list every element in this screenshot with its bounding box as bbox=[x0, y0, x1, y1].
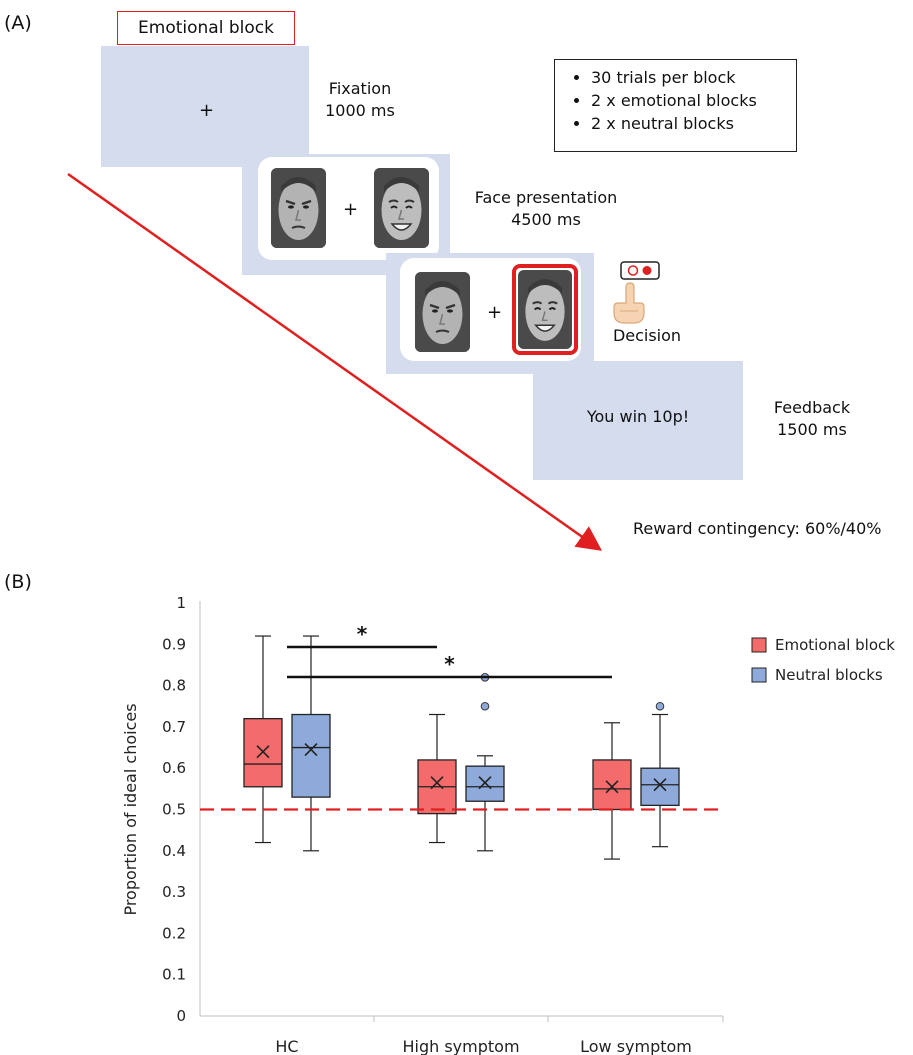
mean-marker bbox=[653, 778, 667, 792]
angry-face-image bbox=[415, 272, 470, 352]
legend-swatch bbox=[751, 667, 767, 683]
feedback-message: You win 10p! bbox=[586, 407, 690, 426]
mean-marker bbox=[430, 776, 444, 790]
happy-face-image bbox=[374, 168, 429, 248]
y-tick-label: 0.1 bbox=[162, 966, 186, 984]
fixation-duration: 1000 ms bbox=[325, 101, 395, 120]
face-presentation-duration: 4500 ms bbox=[511, 210, 581, 229]
y-tick-label: 0.7 bbox=[162, 718, 186, 736]
fixation-cross: + bbox=[199, 100, 215, 121]
face-presentation-label: Face presentation 4500 ms bbox=[456, 187, 636, 231]
y-tick-label: 0.2 bbox=[162, 924, 186, 942]
fixation-screen bbox=[101, 46, 309, 167]
y-tick-label: 0.4 bbox=[162, 842, 186, 860]
panel-a-label: (A) bbox=[4, 12, 32, 34]
y-tick-label: 0 bbox=[176, 1007, 186, 1025]
y-tick-label: 0.3 bbox=[162, 883, 186, 901]
legend-swatch bbox=[751, 637, 767, 653]
y-axis-label: Proportion of ideal choices bbox=[121, 703, 140, 915]
feedback-name: Feedback bbox=[773, 398, 851, 417]
boxplot-chart: 0 0.1 0.2 0.3 0.4 0.5 0.6 0.7 0.8 0.9 1 Proportion … bbox=[121, 594, 895, 1055]
box bbox=[592, 759, 632, 811]
x-tick-label: HC bbox=[275, 1037, 298, 1055]
x-tick-label: High symptom bbox=[402, 1037, 519, 1055]
legend-label: Neutral blocks bbox=[775, 666, 883, 684]
mean-marker bbox=[256, 745, 270, 759]
outlier-point bbox=[655, 701, 665, 711]
reward-contingency: Reward contingency: 60%/40% bbox=[633, 519, 882, 538]
feedback-duration: 1500 ms bbox=[777, 420, 847, 439]
x-tick-label: Low symptom bbox=[580, 1037, 692, 1055]
timeline-arrow bbox=[67, 172, 603, 551]
mean-marker bbox=[605, 780, 619, 794]
decision-cross: + bbox=[487, 302, 503, 323]
feedback-screen bbox=[533, 361, 743, 480]
y-tick-label: 1 bbox=[176, 594, 186, 612]
decision-label: Decision bbox=[612, 326, 682, 345]
significance-star: * bbox=[444, 652, 455, 676]
response-button-icon bbox=[620, 261, 660, 280]
block-label: Emotional block bbox=[117, 11, 295, 45]
box bbox=[291, 713, 331, 798]
feedback-label: Feedback 1500 ms bbox=[757, 397, 867, 441]
box bbox=[465, 765, 505, 802]
info-box: 30 trials per block 2 x emotional blocks… bbox=[554, 59, 797, 152]
mean-marker bbox=[304, 743, 318, 757]
angry-face-image bbox=[271, 168, 326, 248]
face-presentation-name: Face presentation bbox=[474, 188, 618, 207]
significance-star: * bbox=[357, 622, 368, 646]
info-item: 2 x emotional blocks bbox=[591, 89, 784, 112]
y-tick-label: 0.8 bbox=[162, 677, 186, 695]
happy-face-image bbox=[518, 270, 572, 349]
y-tick-label: 0.9 bbox=[162, 635, 186, 653]
legend-label: Emotional block bbox=[775, 636, 895, 654]
mean-marker bbox=[478, 776, 492, 790]
selected-face-highlight bbox=[512, 264, 578, 355]
face-presentation-cross: + bbox=[343, 199, 359, 220]
y-tick-label: 0.5 bbox=[162, 801, 186, 819]
panel-b-label: (B) bbox=[4, 571, 32, 593]
y-tick-label: 0.6 bbox=[162, 759, 186, 777]
outlier-point bbox=[480, 701, 490, 711]
pointing-finger-icon bbox=[613, 282, 645, 324]
box bbox=[640, 767, 680, 807]
fixation-label: Fixation 1000 ms bbox=[312, 78, 408, 122]
info-item: 30 trials per block bbox=[591, 66, 784, 89]
fixation-name: Fixation bbox=[328, 79, 392, 98]
info-item: 2 x neutral blocks bbox=[591, 112, 784, 135]
